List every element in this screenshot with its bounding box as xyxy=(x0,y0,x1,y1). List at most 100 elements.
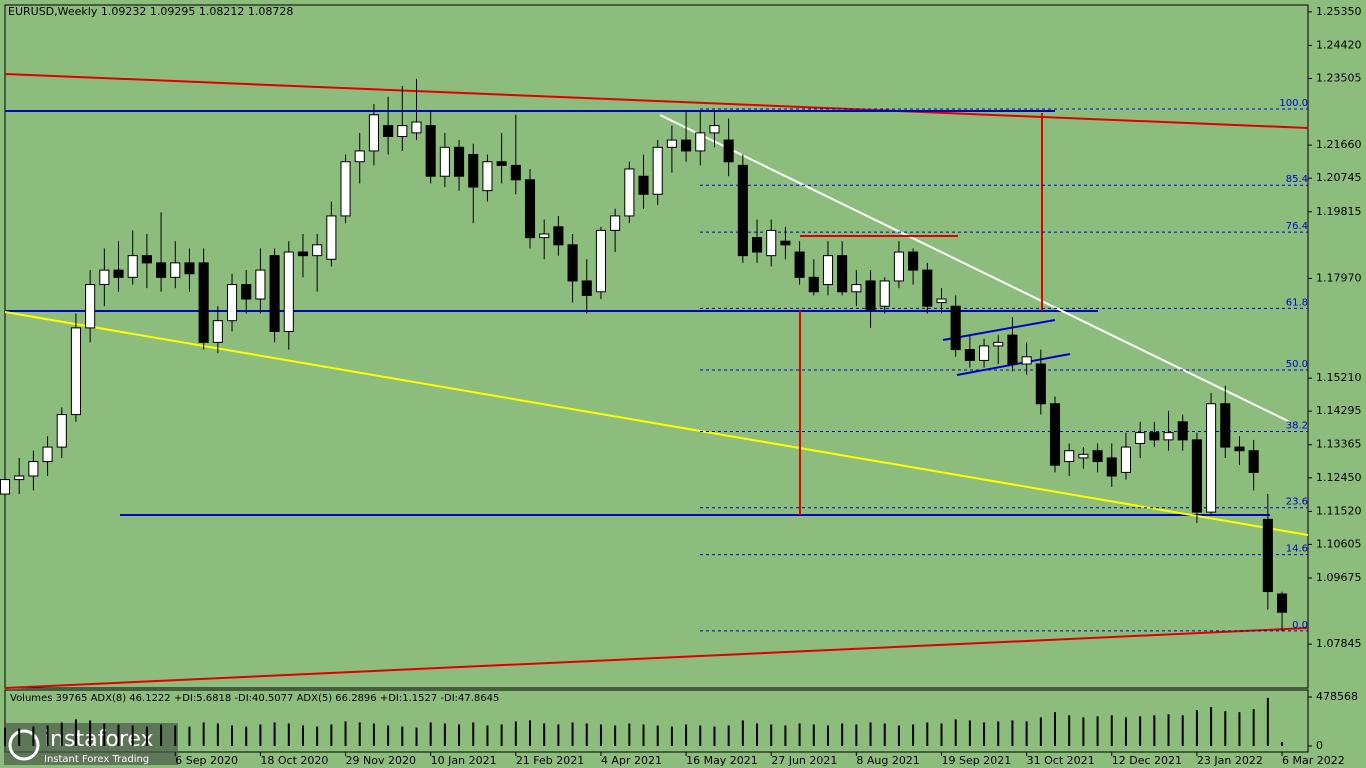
y-tick-label: 1.14295 xyxy=(1316,404,1362,417)
candle-body xyxy=(141,255,152,264)
x-tick-label: 8 Aug 2021 xyxy=(856,754,919,767)
candle-body xyxy=(1092,450,1103,463)
candle-body xyxy=(184,262,195,275)
x-tick-label: 10 Jan 2021 xyxy=(431,754,497,767)
candle-body xyxy=(1163,432,1174,441)
candle-body xyxy=(524,179,536,239)
trend-line xyxy=(4,627,1309,689)
logo-brand: instaforex xyxy=(44,727,154,752)
price-panel xyxy=(4,4,1309,689)
candle-body xyxy=(936,298,947,304)
candle-body xyxy=(822,255,834,286)
x-tick-label: 16 May 2021 xyxy=(686,754,758,767)
candle-body xyxy=(851,284,862,293)
candle-body xyxy=(1007,334,1018,365)
y-tick-label: 1.17970 xyxy=(1316,271,1362,284)
candle-body xyxy=(893,251,904,282)
trend-line xyxy=(4,73,1309,129)
candle-body xyxy=(794,251,805,278)
x-tick-label: 6 Mar 2022 xyxy=(1282,754,1345,767)
channel-line xyxy=(942,319,1056,341)
x-tick-label: 19 Sep 2021 xyxy=(941,754,1011,767)
candle-body xyxy=(695,132,706,152)
candle-body xyxy=(979,345,990,361)
candle-body xyxy=(297,251,309,257)
candle-body xyxy=(14,475,25,481)
trend-line xyxy=(4,311,1309,536)
y-tick-label: 1.07845 xyxy=(1316,637,1362,650)
y-tick-label: 1.13365 xyxy=(1316,438,1362,451)
candle-body xyxy=(723,139,734,163)
candle-body xyxy=(837,255,848,293)
candle-body xyxy=(1035,363,1046,405)
logo-icon xyxy=(8,729,40,761)
candle-body xyxy=(964,349,975,361)
candle-body xyxy=(595,229,606,293)
y-tick-label: 1.09675 xyxy=(1316,571,1362,584)
candle-body xyxy=(283,251,294,333)
candle-body xyxy=(354,150,365,163)
y-tick-label: 1.12450 xyxy=(1316,471,1362,484)
x-tick-label: 29 Nov 2020 xyxy=(346,754,416,767)
candle-body xyxy=(610,215,621,231)
candle-body xyxy=(1120,446,1131,473)
candle-body xyxy=(1248,450,1259,473)
candle-body xyxy=(666,139,677,148)
candle-body xyxy=(85,284,96,329)
candle-body xyxy=(312,244,323,257)
x-tick-label: 4 Apr 2021 xyxy=(601,754,662,767)
candle-body xyxy=(808,276,819,293)
open: 1.09232 xyxy=(101,5,147,18)
x-tick-label: 18 Oct 2020 xyxy=(260,754,328,767)
candle-body xyxy=(170,262,181,278)
fib-label: 38.2 xyxy=(1286,421,1308,432)
fib-label: 61.8 xyxy=(1286,297,1308,308)
candle-body xyxy=(865,280,876,311)
y-tick-label: 1.23505 xyxy=(1316,72,1362,85)
x-tick-label: 6 Sep 2020 xyxy=(175,754,238,767)
y-tick-label: 1.15210 xyxy=(1316,371,1362,384)
drawings xyxy=(4,73,1309,689)
high: 1.09295 xyxy=(150,5,196,18)
header: EURUSD,Weekly 1.09232 1.09295 1.08212 1.… xyxy=(8,5,293,18)
volume-panel xyxy=(4,689,1309,753)
candle-body xyxy=(751,237,763,253)
candle-body xyxy=(340,161,351,217)
candle-body xyxy=(780,240,791,246)
candle-body xyxy=(1177,421,1188,441)
fib-label: 23.6 xyxy=(1286,497,1308,508)
candle-body xyxy=(99,269,110,286)
candle-body xyxy=(1262,518,1273,593)
candle-body xyxy=(510,164,521,181)
candle-body xyxy=(1078,453,1089,459)
x-tick-label: 31 Oct 2021 xyxy=(1027,754,1095,767)
candle-body xyxy=(1276,593,1288,613)
candle-body xyxy=(908,251,919,271)
candle-body xyxy=(255,269,266,300)
candle-body xyxy=(454,146,465,177)
candle-body xyxy=(156,262,167,278)
x-tick-label: 27 Jun 2021 xyxy=(771,754,837,767)
candle-body xyxy=(56,414,67,448)
candle-body xyxy=(241,284,252,300)
candle-body xyxy=(198,262,209,343)
candle-body xyxy=(468,154,479,188)
candle-body xyxy=(212,320,223,343)
candle-body xyxy=(425,125,436,177)
low: 1.08212 xyxy=(199,5,245,18)
candle-body xyxy=(482,161,493,192)
x-tick-label: 23 Jan 2022 xyxy=(1197,754,1263,767)
candle-body xyxy=(567,244,578,282)
candle-body xyxy=(42,446,53,463)
fib-label: 76.4 xyxy=(1286,221,1308,232)
candle-body xyxy=(326,215,337,260)
candle-body xyxy=(581,280,592,296)
candle-body xyxy=(269,255,280,333)
close: 1.08728 xyxy=(248,5,294,18)
logo-tagline: Instant Forex Trading xyxy=(44,754,149,765)
y-tick-label: 1.10605 xyxy=(1316,537,1362,550)
candle-body xyxy=(766,229,777,257)
y-tick-label: 1.19815 xyxy=(1316,205,1362,218)
candle-body xyxy=(1220,403,1231,448)
